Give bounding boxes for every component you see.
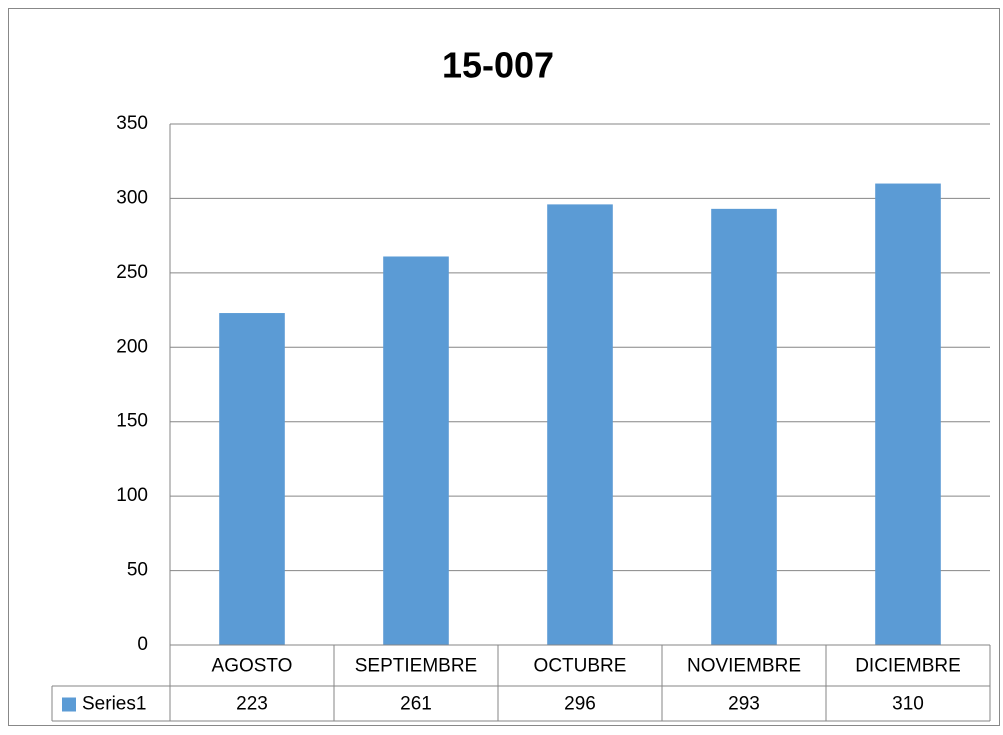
bar [547,204,613,645]
x-tick-label: SEPTIEMBRE [355,656,477,677]
bar [875,183,941,646]
x-tick-label: AGOSTO [212,656,293,677]
table-value: 296 [564,694,596,715]
x-tick-label: DICIEMBRE [855,656,961,677]
chart-title: 15-007 [442,45,554,86]
table-value: 293 [728,694,760,715]
table-value: 223 [236,694,268,715]
table-value: 261 [400,694,432,715]
y-tick-label: 150 [116,411,148,432]
chart-border [8,8,1000,726]
y-tick-label: 100 [116,485,148,506]
table-value: 310 [892,694,924,715]
x-tick-label: OCTUBRE [534,656,627,677]
y-tick-label: 200 [116,336,148,357]
y-tick-label: 300 [116,187,148,208]
y-tick-label: 0 [137,634,148,655]
legend-label: Series1 [82,694,146,715]
bar [711,208,777,645]
legend-key [62,697,76,712]
bar [219,313,285,645]
x-tick-label: NOVIEMBRE [687,656,801,677]
bar [383,256,449,645]
y-tick-label: 350 [116,113,148,134]
y-tick-label: 250 [116,262,148,283]
y-tick-label: 50 [127,560,148,581]
